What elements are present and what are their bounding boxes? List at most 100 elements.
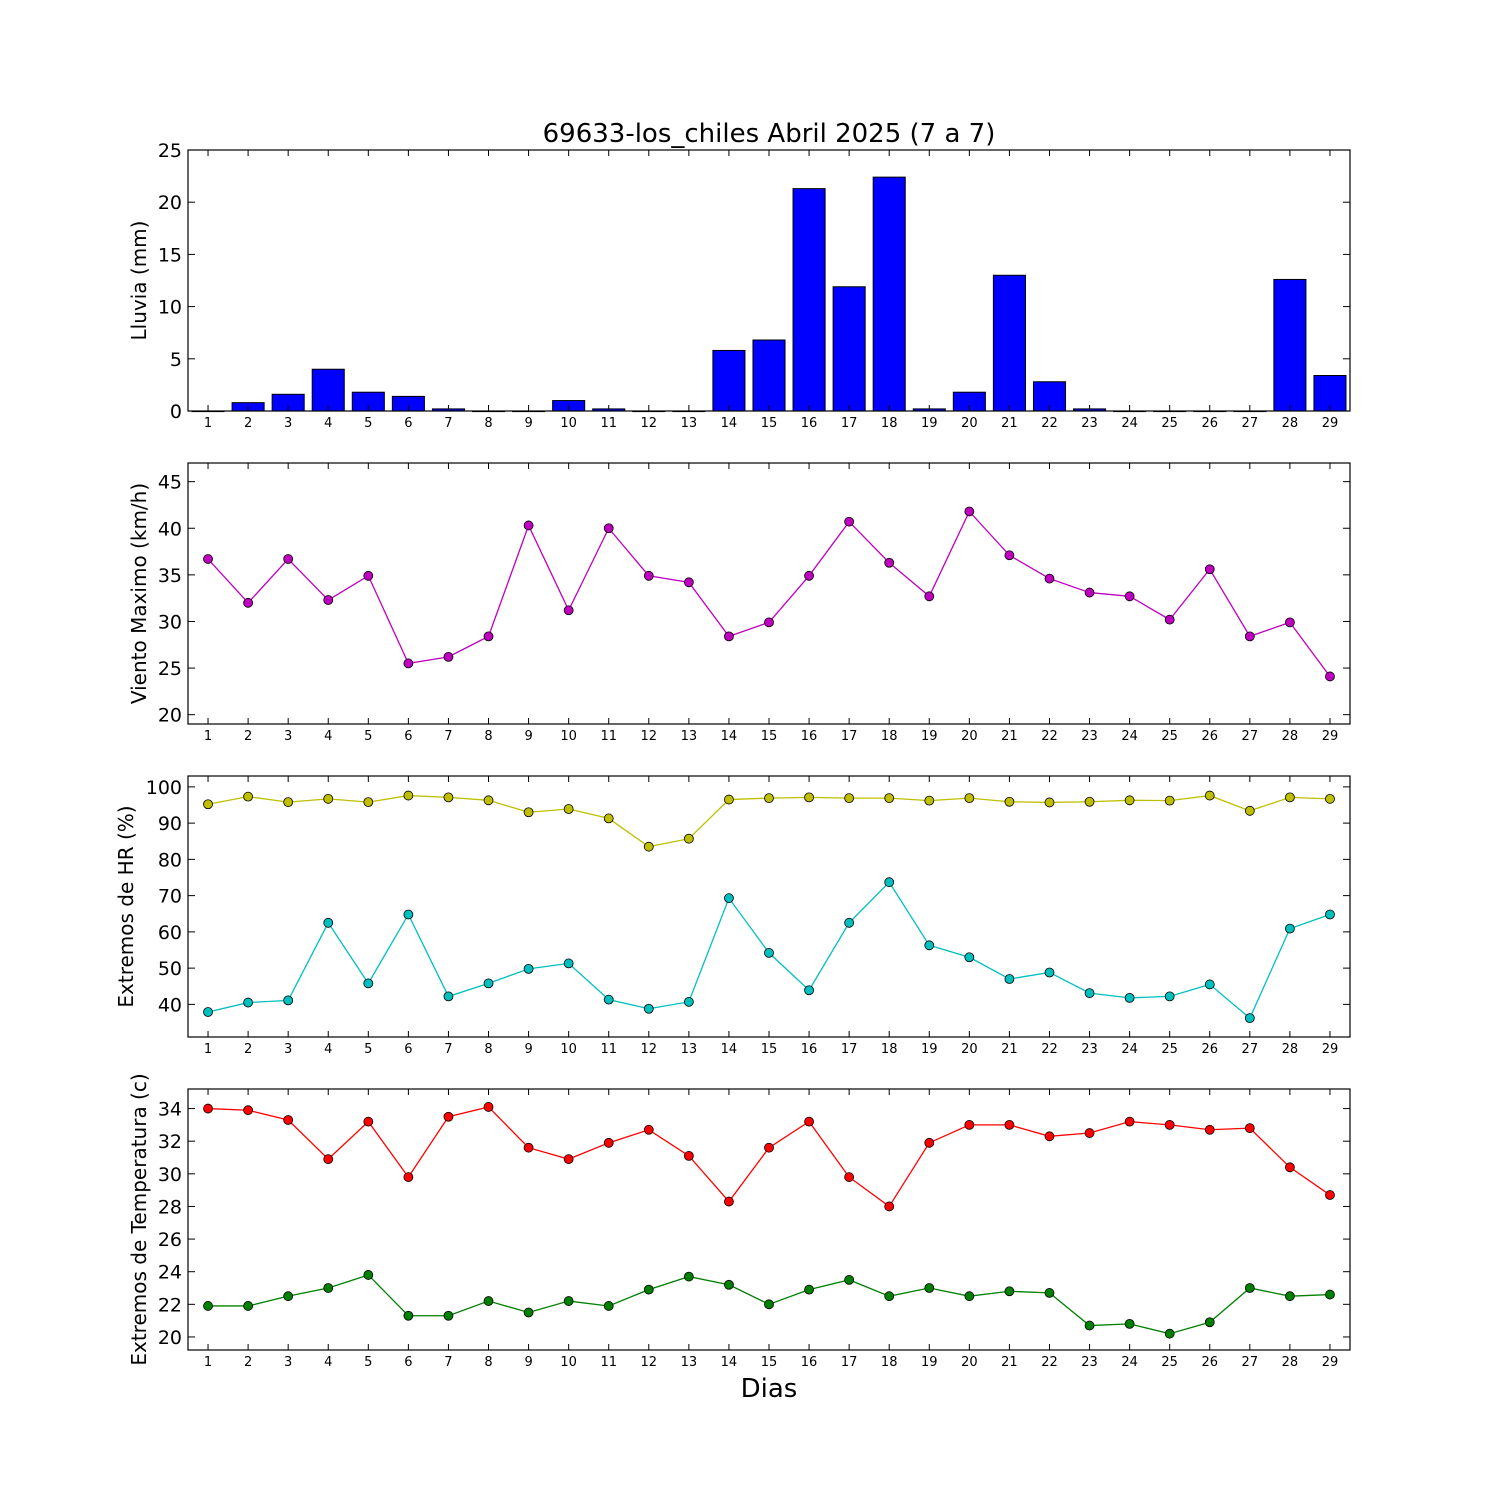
x-tick-label: 9 bbox=[524, 416, 532, 431]
y-tick-label: 34 bbox=[158, 1099, 182, 1121]
series-2-point-day-3 bbox=[283, 1291, 294, 1302]
x-tick-label: 23 bbox=[1081, 1042, 1098, 1057]
series-1-point-day-25 bbox=[1164, 1119, 1175, 1130]
x-tick-label: 7 bbox=[444, 729, 452, 744]
x-tick-label: 15 bbox=[761, 416, 778, 431]
series-2-point-day-22 bbox=[1044, 967, 1055, 978]
series-1-point-day-7 bbox=[443, 1111, 454, 1122]
x-tick-label: 6 bbox=[404, 416, 412, 431]
x-tick-label: 15 bbox=[761, 1042, 778, 1057]
series-2-point-day-16 bbox=[804, 985, 814, 996]
series-2-point-day-25 bbox=[1164, 1328, 1175, 1339]
series-1-point-day-19 bbox=[924, 795, 935, 806]
series-1-point-day-4 bbox=[323, 793, 334, 804]
series-2-point-day-16 bbox=[804, 1284, 814, 1295]
series-1-point-day-5 bbox=[363, 570, 374, 581]
x-tick-label: 28 bbox=[1282, 729, 1299, 744]
x-tick-label: 28 bbox=[1282, 1355, 1299, 1370]
series-1-point-day-16 bbox=[804, 570, 814, 581]
plot-area bbox=[188, 463, 1350, 724]
x-tick-label: 25 bbox=[1161, 1042, 1178, 1057]
series-2-point-day-12 bbox=[643, 1284, 654, 1295]
series-1-point-day-3 bbox=[283, 554, 294, 564]
series-1-point-day-13 bbox=[683, 833, 694, 844]
y-tick-label: 20 bbox=[158, 705, 182, 727]
x-tick-label: 13 bbox=[681, 729, 698, 744]
series-2-point-day-28 bbox=[1285, 923, 1295, 934]
y-tick-label: 25 bbox=[158, 658, 182, 680]
series-1-point-day-29 bbox=[1325, 793, 1335, 804]
series-1-point-day-7 bbox=[443, 651, 454, 662]
x-tick-label: 23 bbox=[1081, 729, 1098, 744]
series-2-point-day-21 bbox=[1004, 974, 1015, 984]
x-tick-label: 26 bbox=[1201, 416, 1218, 431]
series-2-point-day-6 bbox=[403, 1310, 414, 1321]
series-2-point-day-13 bbox=[683, 1271, 694, 1282]
x-tick-label: 27 bbox=[1242, 1355, 1259, 1370]
x-tick-label: 25 bbox=[1161, 729, 1178, 744]
x-tick-label: 13 bbox=[681, 1355, 698, 1370]
series-1-point-day-21 bbox=[1004, 550, 1015, 561]
x-tick-label: 14 bbox=[721, 729, 738, 744]
bar-day-15 bbox=[752, 339, 786, 412]
series-2-point-day-20 bbox=[964, 1291, 975, 1302]
series-2-point-day-24 bbox=[1124, 1319, 1135, 1329]
panels: 1 2 3 4 5 6 7 8 9 10 11 12 13 14 15 16 17 18 19 20 21 22 23 24 2… bbox=[114, 140, 1351, 1370]
y-tick-label: 10 bbox=[158, 297, 182, 319]
series-1-point-day-11 bbox=[603, 1137, 614, 1148]
x-tick-label: 24 bbox=[1121, 1355, 1138, 1370]
series-1-point-day-28 bbox=[1285, 792, 1295, 803]
series-1-point-day-18 bbox=[884, 793, 895, 804]
series-1-point-day-4 bbox=[323, 1154, 334, 1165]
x-tick-label: 20 bbox=[961, 416, 978, 431]
series-1-point-day-29 bbox=[1325, 1190, 1335, 1200]
series-1-point-day-11 bbox=[603, 813, 614, 824]
y-tick-label: 80 bbox=[158, 849, 182, 871]
y-tick-label: 70 bbox=[158, 886, 182, 908]
series-2-point-day-25 bbox=[1164, 991, 1175, 1002]
series-1-point-day-10 bbox=[563, 1154, 574, 1165]
y-tick-label: 40 bbox=[158, 518, 182, 540]
series-2-point-day-13 bbox=[683, 996, 694, 1007]
series-1-point-day-24 bbox=[1124, 1116, 1135, 1127]
panel-3: 1 2 3 4 5 6 7 8 9 10 11 12 13 14 15 16 17 18 19 20 21 22 23 24 2… bbox=[114, 775, 1351, 1057]
series-2-point-day-27 bbox=[1244, 1283, 1255, 1293]
y-tick-label: 28 bbox=[158, 1196, 182, 1218]
x-tick-label: 16 bbox=[801, 1042, 818, 1057]
y-tick-label: 30 bbox=[158, 611, 182, 633]
x-tick-label: 4 bbox=[324, 1355, 332, 1370]
x-tick-label: 7 bbox=[444, 1042, 452, 1057]
series-2-point-day-23 bbox=[1084, 988, 1095, 999]
x-tick-label: 21 bbox=[1001, 1355, 1018, 1370]
y-tick-label: 5 bbox=[170, 349, 182, 371]
bar-day-17 bbox=[832, 286, 866, 412]
x-tick-label: 1 bbox=[204, 416, 212, 431]
y-tick-label: 15 bbox=[158, 244, 182, 266]
series-1-point-day-13 bbox=[683, 1150, 694, 1161]
bar-day-28 bbox=[1273, 278, 1307, 412]
y-tick-label: 60 bbox=[158, 922, 182, 944]
x-tick-label: 1 bbox=[204, 1355, 212, 1370]
series-1-point-day-26 bbox=[1204, 564, 1215, 575]
x-tick-label: 15 bbox=[761, 1355, 778, 1370]
x-tick-label: 20 bbox=[961, 729, 978, 744]
x-tick-label: 12 bbox=[641, 1042, 658, 1057]
y-axis-label: Extremos de HR (%) bbox=[114, 805, 138, 1007]
series-1-point-day-28 bbox=[1285, 617, 1295, 628]
x-tick-label: 11 bbox=[600, 1042, 617, 1057]
series-1-point-day-1 bbox=[203, 1103, 213, 1114]
series-1-point-day-15 bbox=[764, 1142, 774, 1153]
x-tick-label: 3 bbox=[284, 729, 292, 744]
x-tick-label: 8 bbox=[484, 1355, 492, 1370]
bar-day-18 bbox=[872, 176, 906, 412]
x-tick-label: 17 bbox=[841, 416, 858, 431]
x-tick-label: 20 bbox=[961, 1355, 978, 1370]
bar-day-21 bbox=[992, 274, 1026, 412]
series-1-point-day-5 bbox=[363, 797, 374, 807]
series-1-point-day-17 bbox=[844, 793, 855, 804]
x-tick-label: 20 bbox=[961, 1042, 978, 1057]
series-1-point-day-12 bbox=[643, 841, 654, 852]
x-tick-label: 12 bbox=[641, 729, 658, 744]
series-1-point-day-12 bbox=[643, 570, 654, 581]
x-tick-label: 17 bbox=[841, 729, 858, 744]
